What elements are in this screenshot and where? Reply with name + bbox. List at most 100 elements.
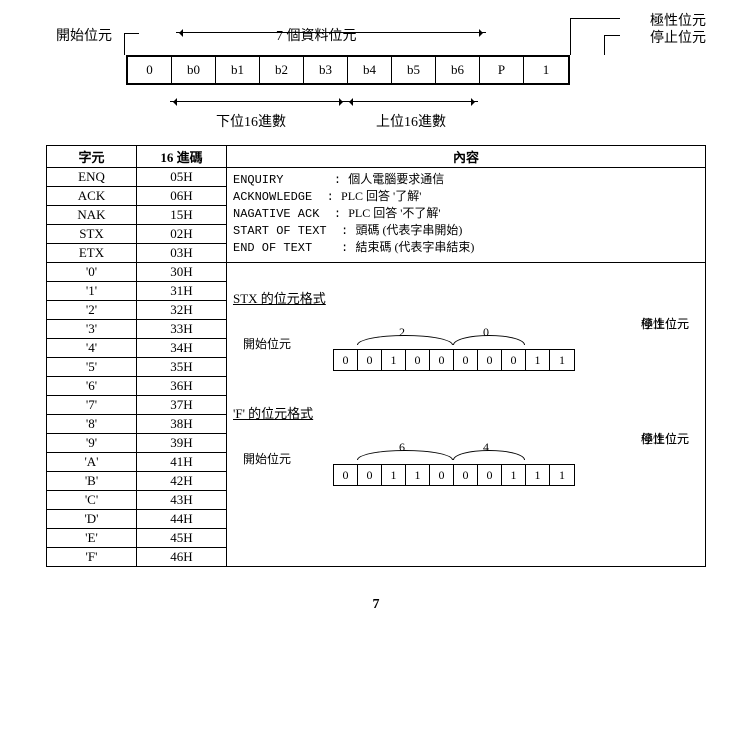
page-number: 7: [16, 597, 736, 613]
mini-bit-cell: 1: [382, 465, 406, 485]
label-start-bit: 開始位元: [56, 25, 112, 45]
cell-hex: 31H: [137, 282, 227, 301]
mini-diagram-stx: 開始位元 極性位元 停止位元 2 0 0 0 1 0 0 0 0: [243, 315, 699, 389]
mini-label-stop: 停止位元: [641, 315, 689, 332]
cell-char: 'B': [47, 472, 137, 491]
cell-char: ENQ: [47, 168, 137, 187]
mini-title-stx: STX 的位元格式: [233, 288, 699, 307]
mini-label-start: 開始位元: [243, 335, 291, 352]
mini-bit-row: 0 0 1 0 0 0 0 0 1 1: [333, 349, 575, 371]
mini-bit-cell: 1: [550, 350, 574, 370]
cell-char: STX: [47, 225, 137, 244]
mini-bit-cell: 0: [406, 350, 430, 370]
mini-bit-cell: 1: [406, 465, 430, 485]
cell-char: '9': [47, 434, 137, 453]
bit-cell: P: [480, 57, 524, 83]
cell-hex: 34H: [137, 339, 227, 358]
cell-hex: 37H: [137, 396, 227, 415]
cell-hex: 35H: [137, 358, 227, 377]
cell-hex: 33H: [137, 320, 227, 339]
cell-char: 'D': [47, 510, 137, 529]
top-bit-row: 0 b0 b1 b2 b3 b4 b5 b6 P 1: [126, 55, 570, 85]
mini-bit-cell: 0: [334, 350, 358, 370]
cell-char: '4': [47, 339, 137, 358]
cell-desc-block: ENQUIRY : 個人電腦要求通信 ACKNOWLEDGE : PLC 回答 …: [227, 168, 706, 263]
mini-title-f: 'F' 的位元格式: [233, 403, 699, 422]
bit-cell: b3: [304, 57, 348, 83]
cell-char: '6': [47, 377, 137, 396]
lead-line: [124, 33, 139, 34]
mini-bit-cell: 0: [478, 350, 502, 370]
cell-char: '5': [47, 358, 137, 377]
cell-hex: 32H: [137, 301, 227, 320]
cell-hex: 41H: [137, 453, 227, 472]
mini-bit-cell: 0: [502, 350, 526, 370]
cell-char: '3': [47, 320, 137, 339]
mini-bit-row: 0 0 1 1 0 0 0 1 1 1: [333, 464, 575, 486]
page-root: 開始位元 7 個資料位元 極性位元 停止位元 0 b0 b1 b2 b3 b4 …: [16, 15, 736, 613]
desc-line: START OF TEXT : 頭碼 (代表字串開始): [233, 221, 699, 238]
cell-hex: 03H: [137, 244, 227, 263]
cell-char: NAK: [47, 206, 137, 225]
mini-bit-cell: 0: [454, 465, 478, 485]
mini-bit-cell: 0: [478, 465, 502, 485]
arc-label: 2: [399, 325, 405, 340]
label-stop-bit: 停止位元: [650, 27, 706, 47]
span-upper-hex: [346, 101, 478, 102]
desc-line: ENQUIRY : 個人電腦要求通信: [233, 170, 699, 187]
desc-line: END OF TEXT : 結束碼 (代表字串結束): [233, 238, 699, 255]
cell-char: 'A': [47, 453, 137, 472]
cell-char: 'C': [47, 491, 137, 510]
cell-hex: 38H: [137, 415, 227, 434]
cell-hex: 39H: [137, 434, 227, 453]
top-bitframe-diagram: 開始位元 7 個資料位元 極性位元 停止位元 0 b0 b1 b2 b3 b4 …: [16, 15, 736, 135]
table-row: '0' 30H STX 的位元格式 開始位元 極性位元 停止位元 2 0 0: [47, 263, 706, 282]
col-head-hex: 16 進碼: [137, 146, 227, 168]
cell-char: 'E': [47, 529, 137, 548]
label-lower-hex: 下位16進數: [216, 111, 286, 131]
ascii-hex-table: 字元 16 進碼 內容 ENQ 05H ENQUIRY : 個人電腦要求通信 A…: [46, 145, 706, 567]
lead-line: [570, 18, 571, 55]
col-head-char: 字元: [47, 146, 137, 168]
cell-hex: 42H: [137, 472, 227, 491]
mini-bit-cell: 1: [502, 465, 526, 485]
mini-bit-cell: 1: [550, 465, 574, 485]
cell-char: '0': [47, 263, 137, 282]
arc-label: 4: [483, 440, 489, 455]
label-upper-hex: 上位16進數: [376, 111, 446, 131]
desc-line: NAGATIVE ACK : PLC 回答 '不了解': [233, 204, 699, 221]
bit-cell: 0: [128, 57, 172, 83]
cell-hex: 44H: [137, 510, 227, 529]
cell-diagrams: STX 的位元格式 開始位元 極性位元 停止位元 2 0 0 0 1 0: [227, 263, 706, 567]
cell-hex: 36H: [137, 377, 227, 396]
cell-char: '1': [47, 282, 137, 301]
cell-hex: 15H: [137, 206, 227, 225]
bit-cell: b4: [348, 57, 392, 83]
cell-hex: 02H: [137, 225, 227, 244]
mini-bit-cell: 0: [430, 465, 454, 485]
cell-hex: 05H: [137, 168, 227, 187]
cell-hex: 45H: [137, 529, 227, 548]
col-head-desc: 內容: [227, 146, 706, 168]
cell-char: ETX: [47, 244, 137, 263]
table-row: ENQ 05H ENQUIRY : 個人電腦要求通信 ACKNOWLEDGE :…: [47, 168, 706, 187]
bit-cell: b2: [260, 57, 304, 83]
cell-char: ACK: [47, 187, 137, 206]
arc-label: 0: [483, 325, 489, 340]
lead-line: [604, 35, 605, 55]
bit-cell: b1: [216, 57, 260, 83]
mini-bit-cell: 0: [454, 350, 478, 370]
mini-bit-cell: 0: [358, 350, 382, 370]
mini-bit-cell: 0: [334, 465, 358, 485]
label-seven-data-bits: 7 個資料位元: [276, 25, 357, 45]
mini-diagram-f: 開始位元 極性位元 停止位元 6 4 0 0 1 1 0 0 0: [243, 430, 699, 504]
cell-char: '7': [47, 396, 137, 415]
mini-bit-cell: 1: [382, 350, 406, 370]
table-header-row: 字元 16 進碼 內容: [47, 146, 706, 168]
bit-cell: b6: [436, 57, 480, 83]
bit-cell: b0: [172, 57, 216, 83]
cell-char: '8': [47, 415, 137, 434]
mini-bit-cell: 1: [526, 350, 550, 370]
cell-char: 'F': [47, 548, 137, 567]
arc-label: 6: [399, 440, 405, 455]
